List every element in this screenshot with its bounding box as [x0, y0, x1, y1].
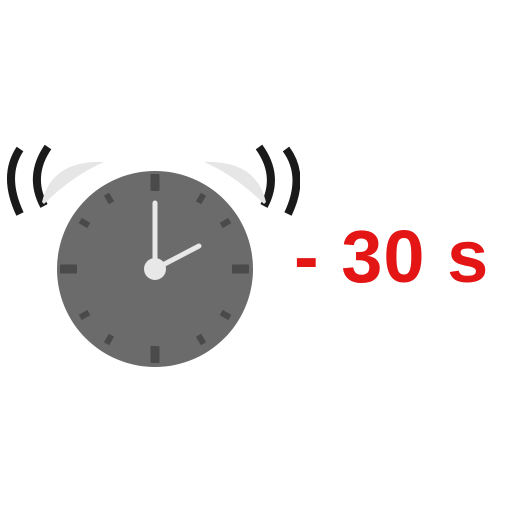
bell-left-icon: [42, 161, 104, 204]
ring-waves-left-icon: [7, 144, 52, 216]
time-penalty-label: - 30 s: [294, 215, 490, 298]
clock-center-pin: [144, 258, 166, 280]
ring-waves-right-icon: [255, 144, 300, 216]
clock-minor-ticks: [78, 192, 232, 346]
clock-ticks: [60, 174, 249, 363]
bell-right-icon: [204, 161, 266, 204]
alarm-clock-icon: [7, 144, 300, 367]
